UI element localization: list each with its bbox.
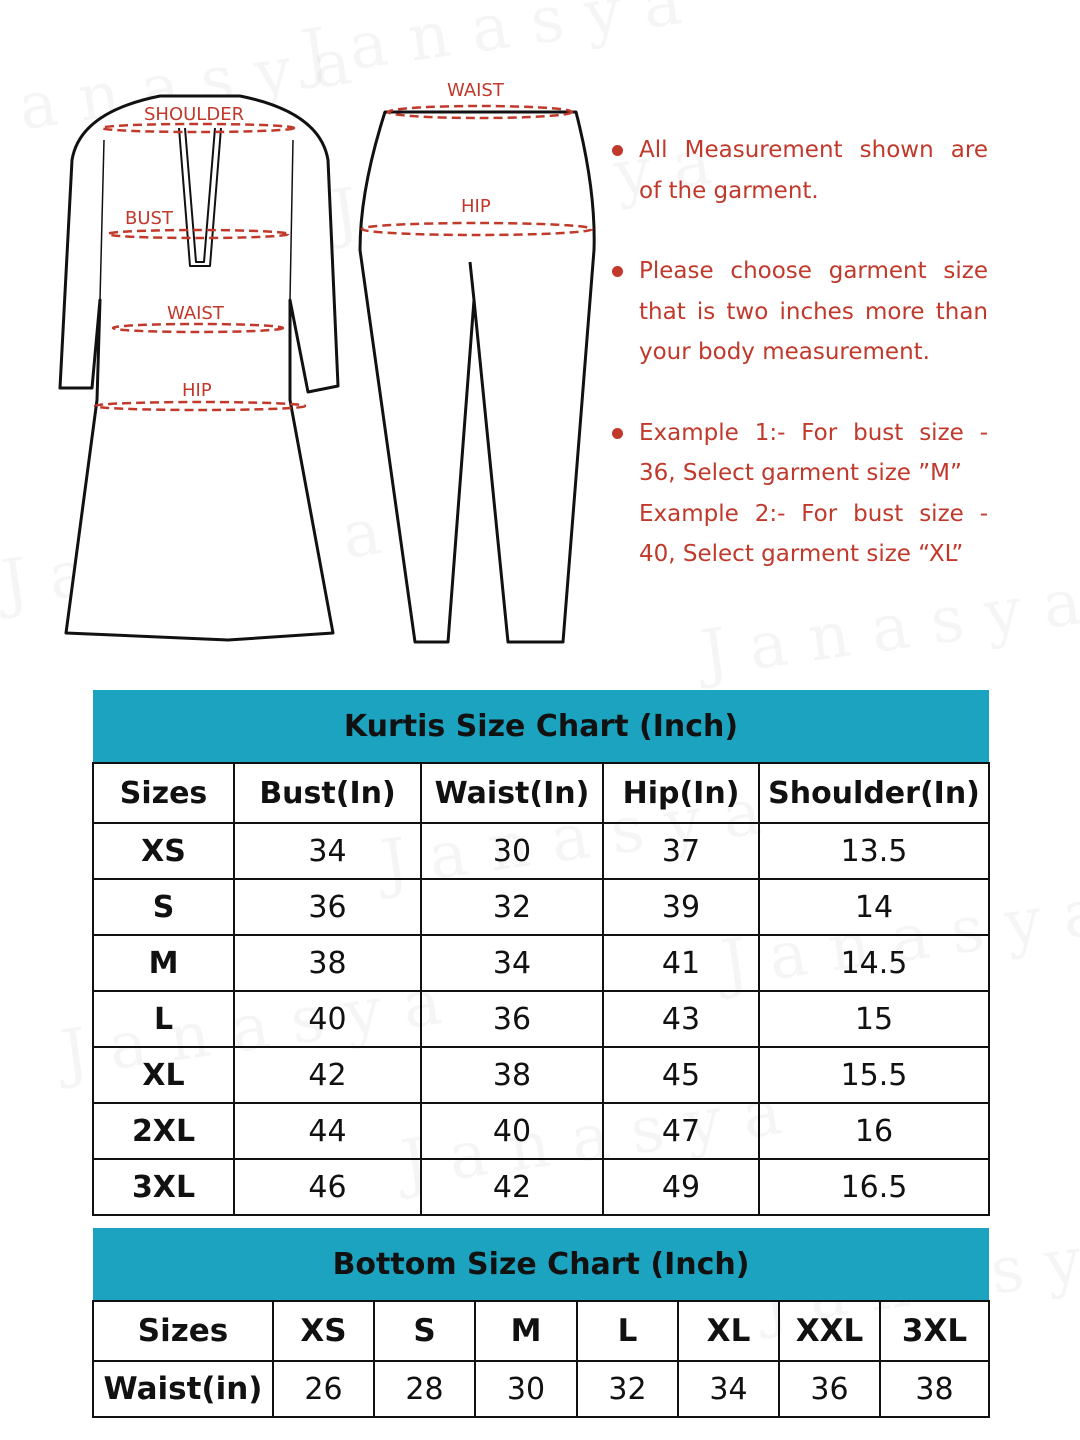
size-cell: 2XL (92, 1102, 235, 1160)
value-cell: 36 (420, 990, 604, 1048)
kurta-outline (58, 94, 340, 642)
column-header: Waist(In) (420, 762, 604, 824)
waist-value: 36 (778, 1360, 881, 1418)
size-header: M (474, 1300, 578, 1362)
table-row: 2XL 44 40 47 16 (92, 1102, 990, 1160)
table-row: L 40 36 43 15 (92, 990, 990, 1048)
bullet-icon (612, 427, 623, 439)
column-header: Sizes (92, 762, 235, 824)
table-row: 3XL 46 42 49 16.5 (92, 1158, 990, 1216)
value-cell: 38 (233, 934, 422, 992)
label-pants-waist: WAIST (447, 80, 505, 101)
value-cell: 44 (233, 1102, 422, 1160)
size-header: XL (677, 1300, 780, 1362)
value-cell: 45 (602, 1046, 760, 1104)
column-header: Shoulder(In) (758, 762, 990, 824)
value-cell: 40 (420, 1102, 604, 1160)
value-cell: 13.5 (758, 822, 990, 880)
value-cell: 36 (233, 878, 422, 936)
value-cell: 40 (233, 990, 422, 1048)
size-header: 3XL (878, 1300, 991, 1362)
value-cell: 14.5 (758, 934, 990, 992)
waist-label: Waist(in) (92, 1360, 274, 1418)
garment-diagram: SHOULDER BUST WAIST HIP WAIST HIP (58, 80, 596, 644)
value-cell: 39 (602, 878, 760, 936)
sizes-label: Sizes (92, 1300, 274, 1362)
table-row: M 38 34 41 14.5 (92, 934, 990, 992)
waist-value: 30 (474, 1360, 578, 1418)
value-cell: 38 (420, 1046, 604, 1104)
value-cell: 16.5 (758, 1158, 990, 1216)
note-text: Example 1:- For bust size - 36, Select g… (639, 419, 988, 487)
column-header: Bust(In) (233, 762, 422, 824)
note-text: All Measurement shown are of the garment… (639, 137, 988, 204)
column-header: Hip(In) (602, 762, 760, 824)
size-header: XS (272, 1300, 375, 1362)
bullet-icon (612, 266, 623, 277)
size-cell: XS (92, 822, 235, 880)
value-cell: 15 (758, 990, 990, 1048)
value-cell: 43 (602, 990, 760, 1048)
size-header: L (576, 1300, 679, 1362)
value-cell: 32 (420, 878, 604, 936)
value-cell: 37 (602, 822, 760, 880)
size-cell: L (92, 990, 235, 1048)
size-cell: S (92, 878, 235, 936)
table-row: XS 34 30 37 13.5 (92, 822, 990, 880)
value-cell: 30 (420, 822, 604, 880)
value-cell: 42 (420, 1158, 604, 1216)
value-cell: 14 (758, 878, 990, 936)
value-cell: 41 (602, 934, 760, 992)
size-cell: XL (92, 1046, 235, 1104)
waist-value: 34 (677, 1360, 780, 1418)
value-cell: 16 (758, 1102, 990, 1160)
table-row: S 36 32 39 14 (92, 878, 990, 936)
note-item: Please choose garment size that is two i… (612, 251, 988, 373)
value-cell: 47 (602, 1102, 760, 1160)
table-row: XL 42 38 45 15.5 (92, 1046, 990, 1104)
note-text: Please choose garment size that is two i… (639, 258, 988, 365)
label-bust: BUST (125, 208, 174, 229)
note-item: Example 1:- For bust size - 36, Select g… (612, 413, 988, 575)
waist-value: 26 (272, 1360, 375, 1418)
bottom-size-chart: Bottom Size Chart (Inch) Sizes XS S M L XL XXL… (92, 1228, 991, 1418)
waist-value: 38 (878, 1360, 991, 1418)
value-cell: 34 (233, 822, 422, 880)
bullet-icon (612, 145, 623, 156)
value-cell: 42 (233, 1046, 422, 1104)
note-text: Example 2:- For bust size - 40, Select g… (639, 500, 988, 568)
note-item: All Measurement shown are of the garment… (612, 130, 988, 211)
pants-outline (358, 110, 596, 644)
kurtis-size-chart: Kurtis Size Chart (Inch) Sizes Bust(In) Wa… (92, 690, 990, 1216)
size-header: S (373, 1300, 476, 1362)
label-pants-hip: HIP (461, 196, 491, 217)
size-cell: 3XL (92, 1158, 235, 1216)
waist-value: 28 (373, 1360, 476, 1418)
bottom-chart-title: Bottom Size Chart (Inch) (93, 1228, 990, 1301)
size-cell: M (92, 934, 235, 992)
value-cell: 46 (233, 1158, 422, 1216)
waist-value: 32 (576, 1360, 679, 1418)
pants-measure-lines (360, 104, 594, 237)
value-cell: 34 (420, 934, 604, 992)
value-cell: 15.5 (758, 1046, 990, 1104)
size-header: XXL (778, 1300, 881, 1362)
label-hip: HIP (182, 380, 212, 401)
value-cell: 49 (602, 1158, 760, 1216)
label-shoulder: SHOULDER (144, 104, 244, 125)
label-waist: WAIST (167, 303, 225, 324)
kurtis-chart-title: Kurtis Size Chart (Inch) (93, 690, 989, 763)
kurta-measure-lines (93, 122, 307, 412)
size-notes: All Measurement shown are of the garment… (612, 130, 988, 615)
